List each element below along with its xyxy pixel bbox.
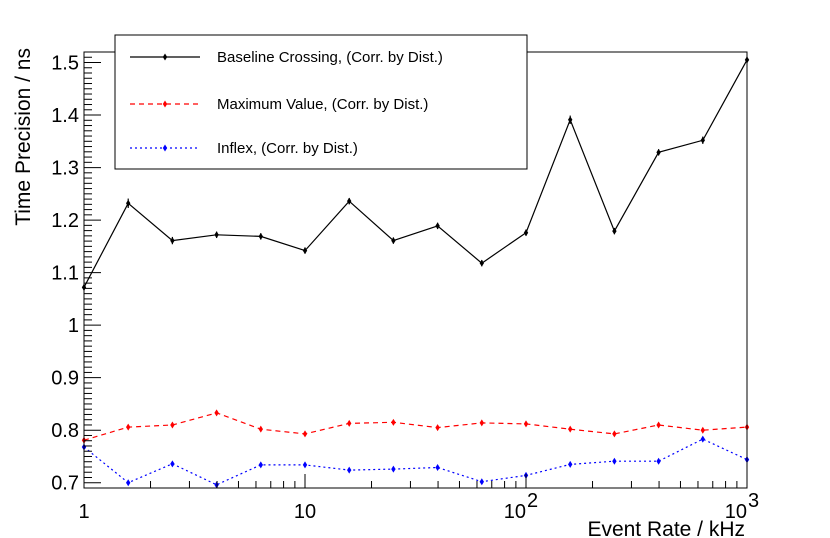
data-point bbox=[347, 197, 352, 205]
legend-label: Maximum Value, (Corr. by Dist.) bbox=[217, 96, 428, 113]
data-point bbox=[612, 457, 617, 465]
data-point bbox=[479, 259, 485, 267]
data-point bbox=[126, 423, 131, 431]
y-tick-label: 1.2 bbox=[51, 210, 79, 232]
data-point bbox=[568, 425, 573, 433]
y-tick-label: 0.8 bbox=[51, 420, 79, 442]
data-point bbox=[656, 421, 661, 429]
data-point bbox=[126, 479, 131, 487]
data-point bbox=[435, 464, 440, 472]
data-point bbox=[523, 420, 529, 428]
data-point bbox=[479, 419, 485, 427]
series-1 bbox=[81, 409, 750, 444]
x-tick-label: 1 bbox=[78, 501, 89, 523]
data-point bbox=[656, 148, 661, 156]
y-tick-label: 1.3 bbox=[51, 158, 79, 180]
data-point bbox=[170, 237, 175, 245]
data-point bbox=[214, 231, 219, 239]
data-point bbox=[347, 419, 352, 427]
data-point bbox=[170, 460, 175, 468]
data-point bbox=[391, 465, 396, 473]
legend: Baseline Crossing, (Corr. by Dist.) Maxim… bbox=[114, 34, 528, 170]
x-tick-exponent: 2 bbox=[527, 490, 538, 512]
x-axis-title: Event Rate / kHz bbox=[587, 518, 745, 538]
data-point bbox=[214, 409, 219, 417]
legend-marker bbox=[162, 144, 168, 152]
x-tick-label: 10 bbox=[504, 501, 526, 523]
legend-entries: Baseline Crossing, (Corr. by Dist.) Maxim… bbox=[130, 49, 443, 157]
series-line bbox=[83, 412, 748, 441]
data-point bbox=[347, 466, 352, 474]
data-point bbox=[568, 460, 573, 468]
data-point bbox=[258, 461, 264, 469]
data-point bbox=[302, 461, 308, 469]
data-point bbox=[523, 229, 529, 237]
data-point bbox=[612, 430, 617, 438]
data-point bbox=[258, 232, 264, 240]
legend-marker bbox=[162, 100, 168, 108]
x-tick-label: 10 bbox=[294, 501, 316, 523]
data-point bbox=[302, 247, 308, 255]
y-axis-title: Time Precision / ns bbox=[12, 48, 35, 226]
x-tick-label: 10 bbox=[725, 501, 747, 523]
ticks-layer: 0.70.80.911.11.21.31.41.51 10 10 2 10 3 bbox=[51, 51, 759, 523]
data-point bbox=[126, 199, 131, 207]
data-point bbox=[568, 116, 573, 124]
data-point bbox=[435, 424, 440, 432]
data-point bbox=[700, 136, 706, 144]
x-tick-exponent: 3 bbox=[748, 490, 759, 512]
y-tick-label: 1.1 bbox=[51, 263, 79, 285]
data-point bbox=[700, 435, 706, 443]
y-tick-label: 1.5 bbox=[51, 53, 79, 75]
y-tick-label: 0.7 bbox=[51, 473, 79, 495]
legend-label: Inflex, (Corr. by Dist.) bbox=[217, 140, 358, 157]
legend-label: Baseline Crossing, (Corr. by Dist.) bbox=[217, 49, 443, 66]
y-tick-label: 1 bbox=[68, 315, 79, 337]
data-point bbox=[258, 425, 264, 433]
data-point bbox=[302, 430, 308, 438]
data-point bbox=[700, 426, 706, 434]
data-point bbox=[612, 227, 617, 235]
y-tick-label: 0.9 bbox=[51, 368, 79, 390]
data-point bbox=[479, 478, 485, 486]
data-point bbox=[656, 457, 661, 465]
series-line bbox=[83, 59, 748, 288]
legend-marker bbox=[162, 53, 168, 61]
data-point bbox=[170, 421, 175, 429]
data-point bbox=[435, 222, 440, 230]
series-layer bbox=[81, 56, 750, 489]
data-point bbox=[391, 418, 396, 426]
data-point bbox=[391, 237, 396, 245]
y-tick-label: 1.4 bbox=[51, 105, 79, 127]
